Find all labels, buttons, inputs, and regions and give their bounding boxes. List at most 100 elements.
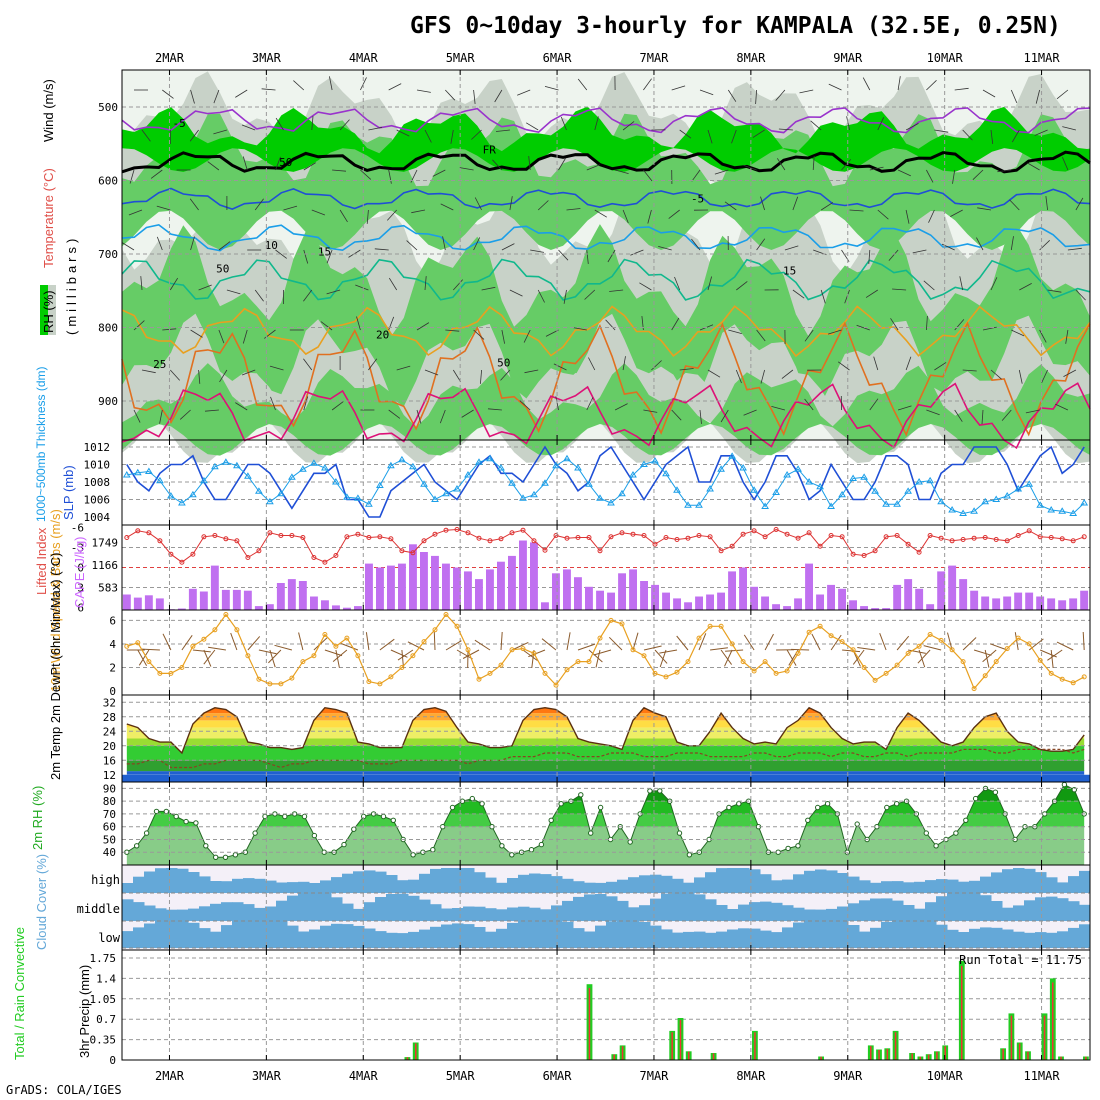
- wind-barb: [156, 205, 171, 211]
- temp-band: [126, 771, 1085, 775]
- wind-barb: [519, 400, 531, 411]
- cloud-cell: [815, 921, 827, 948]
- cloud-cell: [496, 909, 508, 921]
- wind-barb: [586, 249, 589, 264]
- wind-barb: [973, 649, 992, 656]
- precip-convective-bar: [688, 1051, 690, 1060]
- rh-marker: [597, 804, 604, 811]
- wind-marker: [124, 643, 130, 649]
- wind-barb: [501, 329, 505, 344]
- cloud-cell: [1057, 882, 1069, 893]
- wind-barb: [326, 289, 341, 295]
- wind-barb: [786, 649, 797, 666]
- cloud-cell: [287, 925, 299, 948]
- cape-bar: [948, 565, 957, 610]
- cloud-cell: [485, 931, 497, 948]
- bottom-date-label: 7MAR: [640, 1069, 670, 1083]
- wind-barb: [846, 116, 850, 131]
- cloud-cell: [1079, 870, 1091, 893]
- wind-marker: [784, 668, 790, 674]
- wind-barb: [643, 78, 652, 91]
- pressure-tick-label: 600: [98, 175, 118, 188]
- rh-marker: [380, 813, 387, 820]
- cloud-cell: [419, 929, 431, 948]
- wind-barb: [728, 329, 742, 334]
- thickness-marker: [882, 500, 890, 507]
- wind-barb: [778, 128, 793, 131]
- wind-barb: [820, 289, 826, 304]
- temp-line-10: [121, 224, 1091, 252]
- cloud-cell: [386, 894, 398, 921]
- wind-barb: [453, 279, 463, 291]
- precip-tick-label: 1.4: [96, 972, 116, 985]
- wind-barb: [1014, 632, 1019, 651]
- slp-line: [126, 445, 1085, 518]
- li-marker: [806, 530, 812, 536]
- contour-label: 20: [376, 329, 389, 342]
- cape-bar: [893, 584, 902, 610]
- rh-marker: [410, 852, 416, 858]
- cloud-cell: [397, 933, 409, 948]
- wind-barb: [981, 409, 984, 425]
- li-marker: [971, 535, 977, 541]
- wind-barb: [614, 169, 629, 174]
- rh-marker: [933, 843, 939, 849]
- wind-barb: [982, 649, 997, 663]
- wind-barb: [1055, 403, 1069, 411]
- cloud-cell: [155, 868, 167, 893]
- cloud-cell: [738, 928, 750, 948]
- cloud-cell: [507, 922, 519, 948]
- wind-barb: [897, 405, 912, 411]
- wind-barb: [799, 89, 814, 94]
- wind-barb: [830, 634, 842, 651]
- cloud-cell: [848, 925, 860, 948]
- wind-barb: [445, 329, 460, 332]
- cloud-cell: [463, 924, 475, 948]
- top-date-label: 10MAR: [927, 51, 964, 65]
- thickness-marker: [728, 452, 736, 459]
- li-tick-label: 3: [77, 582, 84, 595]
- wind-barb: [869, 166, 884, 171]
- li-marker: [1070, 538, 1076, 544]
- cloud-cell: [298, 931, 310, 948]
- cloud-cell: [914, 921, 926, 948]
- wind-barb: [320, 321, 333, 331]
- wind-barb: [905, 356, 912, 371]
- thickness-marker: [497, 464, 505, 471]
- cloud-cell: [276, 921, 288, 948]
- wind-barb: [588, 649, 603, 663]
- wind-tick-label: 4: [109, 638, 116, 651]
- wind-barb: [560, 116, 567, 131]
- cloud-cell: [980, 876, 992, 893]
- wind-barb: [639, 282, 652, 291]
- li-marker: [476, 535, 482, 541]
- rh-marker: [824, 801, 831, 807]
- wind-barb: [450, 129, 454, 144]
- wind-barb: [897, 169, 911, 177]
- thickness-marker: [783, 471, 791, 478]
- wind-barb: [471, 129, 482, 140]
- wind-tick-label: 6: [109, 614, 116, 627]
- bottom-date-label: 5MAR: [446, 1069, 476, 1083]
- cloud-cell: [452, 923, 464, 948]
- rh-marker: [232, 852, 239, 858]
- li-marker: [1081, 534, 1087, 540]
- wind-barb: [1025, 409, 1040, 414]
- rh2m-label: 2m RH (%): [30, 786, 45, 850]
- cape-bar: [750, 586, 758, 610]
- wind-barb: [268, 649, 282, 664]
- cloud-cell: [155, 921, 167, 948]
- cloud-cell: [694, 894, 706, 921]
- wind-barb: [947, 632, 953, 651]
- top-date-label: 8MAR: [736, 51, 766, 65]
- wind-marker: [1059, 676, 1065, 682]
- cape-bar: [959, 579, 968, 610]
- li-marker: [872, 548, 878, 554]
- cloud-cell: [320, 925, 332, 948]
- cloud-cell: [496, 882, 508, 893]
- thickness-marker: [266, 497, 274, 505]
- rh-marker: [528, 847, 535, 853]
- precip-convective-bar: [927, 1054, 930, 1060]
- wind-speed-line: [126, 613, 1085, 690]
- contour-label: 15: [318, 245, 331, 258]
